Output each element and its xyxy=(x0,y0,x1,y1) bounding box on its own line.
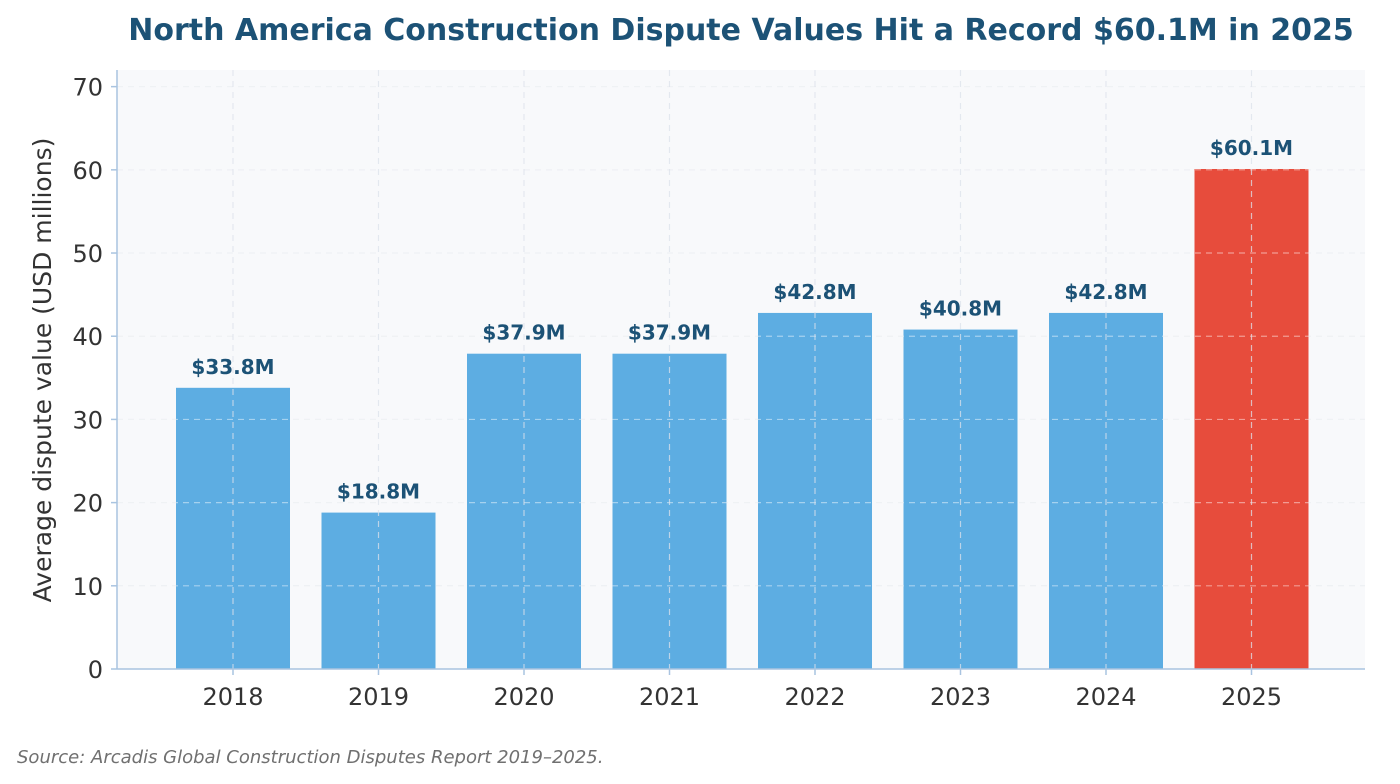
bar-2018 xyxy=(176,387,290,669)
bar-value-label: $42.8M xyxy=(773,280,856,304)
y-tick-label: 0 xyxy=(88,656,103,684)
y-axis-label: Average dispute value (USD millions) xyxy=(28,138,57,603)
y-tick-labels: 0 10 20 30 40 50 60 70 xyxy=(72,74,103,684)
y-tick-label: 60 xyxy=(72,157,103,185)
x-tick-label: 2023 xyxy=(930,683,991,711)
bar-value-labels: $33.8M $18.8M $37.9M $37.9M $42.8M $40.8M $42.… xyxy=(191,136,1293,504)
y-tick-label: 30 xyxy=(72,406,103,434)
x-tick-label: 2025 xyxy=(1221,683,1282,711)
x-tick-label: 2021 xyxy=(639,683,700,711)
chart-title: North America Construction Dispute Value… xyxy=(128,13,1354,48)
bar-value-label: $60.1M xyxy=(1210,136,1293,160)
bar-value-label: $37.9M xyxy=(482,321,565,345)
x-tick-label: 2019 xyxy=(348,683,409,711)
x-tick-label: 2024 xyxy=(1075,683,1136,711)
y-tick-label: 50 xyxy=(72,240,103,268)
bar-value-label: $42.8M xyxy=(1064,280,1147,304)
bar-value-label: $18.8M xyxy=(337,480,420,504)
source-note: Source: Arcadis Global Construction Disp… xyxy=(17,747,604,768)
bar-value-label: $37.9M xyxy=(628,321,711,345)
y-tick-label: 10 xyxy=(72,573,103,601)
axes xyxy=(111,70,1365,675)
bar-value-label: $33.8M xyxy=(191,355,274,379)
y-tick-label: 20 xyxy=(72,490,103,518)
plot-area xyxy=(117,70,1365,669)
y-tick-label: 40 xyxy=(72,323,103,351)
y-tick-label: 70 xyxy=(72,74,103,102)
x-tick-labels: 2018 2019 2020 2021 2022 2023 2024 2025 xyxy=(202,683,1282,711)
x-tick-label: 2020 xyxy=(493,683,554,711)
x-tick-label: 2022 xyxy=(784,683,845,711)
x-tick-label: 2018 xyxy=(202,683,263,711)
vertical-gridlines xyxy=(117,70,1365,669)
bar-2025 xyxy=(1194,169,1309,669)
bar-value-label: $40.8M xyxy=(919,297,1002,321)
